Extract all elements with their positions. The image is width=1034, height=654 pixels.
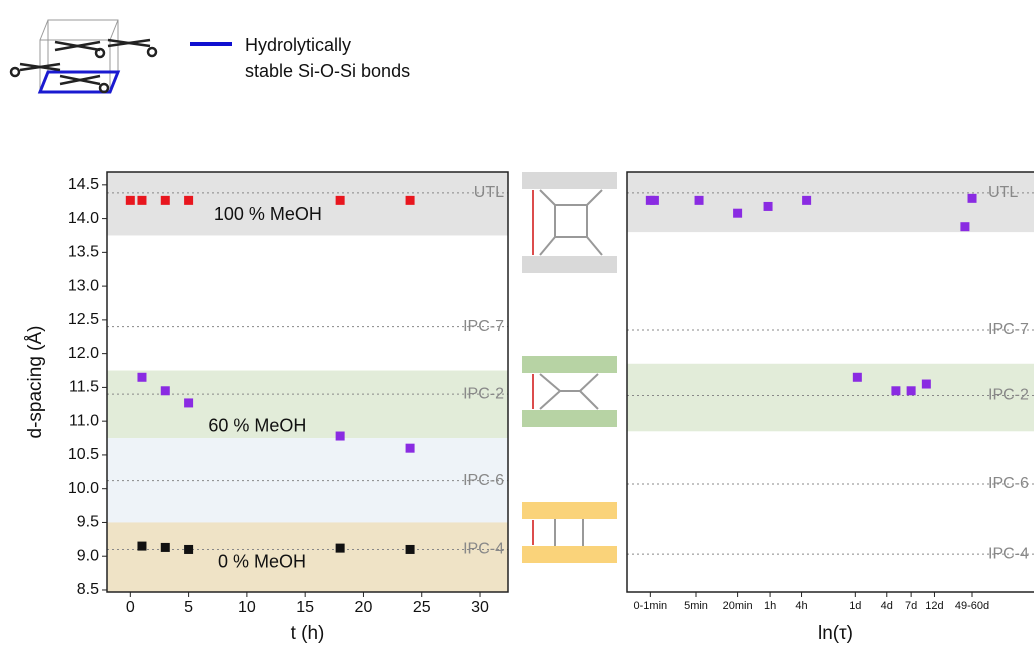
x-tick-label: 30 (471, 599, 489, 616)
y-tick-label: 12.0 (68, 345, 99, 362)
y-tick-label: 12.5 (68, 311, 99, 328)
reference-label: UTL (474, 184, 504, 201)
y-tick-label: 14.5 (68, 176, 99, 193)
data-point (184, 544, 194, 554)
y-tick-label: 13.5 (68, 244, 99, 261)
x-tick-label: 12d (925, 600, 943, 612)
data-point (137, 195, 147, 205)
x-tick-label: 0-1min (634, 600, 668, 612)
data-point (649, 195, 659, 205)
series-label: 100 % MeOH (214, 204, 322, 224)
x-tick-label: 4h (795, 600, 807, 612)
zeolite-icon (9, 19, 158, 94)
x-tick-label: 10 (238, 599, 256, 616)
legend-text: stable Si-O-Si bonds (245, 61, 410, 81)
x-tick-label: 0 (126, 599, 135, 616)
band (107, 172, 508, 236)
x-tick-label: 15 (296, 599, 314, 616)
x-axis-label: t (h) (291, 623, 325, 644)
data-point (967, 193, 977, 203)
reference-label: IPC-7 (463, 318, 504, 335)
data-point (335, 543, 345, 553)
data-point (694, 195, 704, 205)
x-tick-label: 1d (849, 600, 861, 612)
y-tick-label: 9.0 (77, 547, 99, 564)
y-tick-label: 10.5 (68, 446, 99, 463)
data-point (733, 208, 743, 218)
reference-label: IPC-2 (463, 385, 504, 402)
reference-label: IPC-2 (988, 387, 1029, 404)
y-tick-label: 11.0 (69, 412, 99, 429)
x-tick-label: 7d (905, 600, 917, 612)
x-axis-label: ln(τ) (818, 623, 853, 644)
data-point (763, 201, 773, 211)
data-point (405, 195, 415, 205)
band (107, 370, 508, 439)
x-tick-label: 20min (723, 600, 753, 612)
reference-label: IPC-6 (463, 472, 504, 489)
y-axis-label: d-spacing (Å) (25, 326, 46, 439)
data-point (137, 541, 147, 551)
x-tick-label: 5 (184, 599, 193, 616)
data-point (125, 195, 135, 205)
x-tick-label: 20 (355, 599, 373, 616)
data-point (891, 386, 901, 396)
data-point (160, 542, 170, 552)
data-point (802, 195, 812, 205)
y-tick-label: 11.5 (69, 379, 99, 396)
data-point (160, 386, 170, 396)
legend-text: Hydrolytically (245, 35, 351, 55)
y-tick-label: 14.0 (68, 210, 99, 227)
x-tick-label: 5min (684, 600, 708, 612)
y-tick-label: 8.5 (77, 581, 99, 598)
x-tick-label: 25 (413, 599, 431, 616)
reference-label: IPC-6 (988, 475, 1029, 492)
data-point (405, 544, 415, 554)
x-tick-label: 4d (881, 600, 893, 612)
data-point (137, 372, 147, 382)
reference-label: IPC-4 (463, 541, 504, 558)
data-point (335, 195, 345, 205)
data-point (921, 379, 931, 389)
data-point (906, 386, 916, 396)
plot-frame (106, 171, 509, 593)
y-tick-label: 13.0 (68, 277, 99, 294)
data-point (184, 195, 194, 205)
x-tick-label: 1h (764, 600, 776, 612)
series-label: 0 % MeOH (218, 552, 306, 572)
data-point (160, 195, 170, 205)
data-point (335, 431, 345, 441)
data-point (852, 372, 862, 382)
x-tick-label: 49-60d (955, 600, 989, 612)
structure-diagrams (522, 172, 617, 563)
band (627, 363, 1034, 432)
y-tick-label: 9.5 (77, 514, 99, 531)
series-label: 60 % MeOH (208, 415, 306, 435)
band (107, 522, 508, 592)
data-point (184, 398, 194, 408)
reference-label: UTL (988, 184, 1018, 201)
y-tick-label: 10.0 (68, 480, 99, 497)
data-point (405, 443, 415, 453)
reference-label: IPC-7 (988, 321, 1029, 338)
plot-frame (626, 171, 1034, 593)
data-point (960, 222, 970, 232)
reference-label: IPC-4 (988, 545, 1029, 562)
